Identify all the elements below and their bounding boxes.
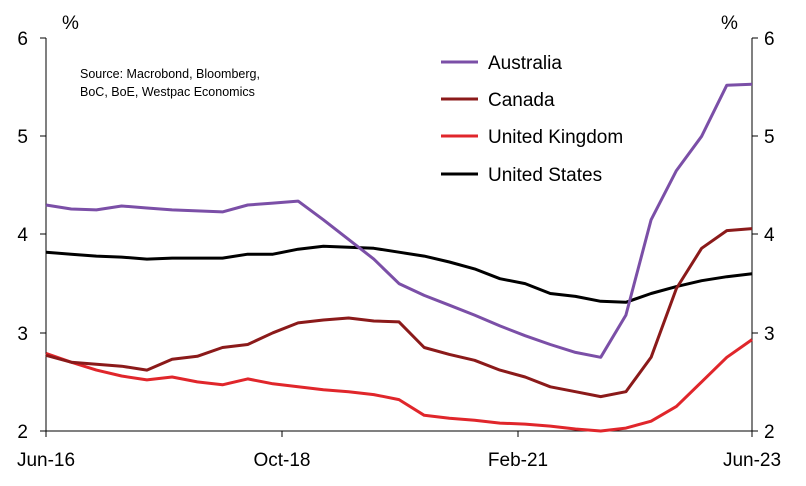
y-right-unit-label: % (721, 13, 738, 34)
y-axis-right-ticks: 2 3 4 5 6 (752, 29, 775, 443)
legend-label-canada: Canada (488, 90, 555, 111)
source-line-2: BoC, BoE, Westpac Economics (80, 85, 255, 99)
series-layer (45, 82, 753, 433)
y-axis-left-ticks: 2 3 4 5 6 (17, 29, 46, 443)
x-tick-label-oct-18: Oct-18 (253, 450, 310, 471)
source-line-1: Source: Macrobond, Bloomberg, (80, 67, 260, 81)
x-axis-ticks: Jun-16 Oct-18 Feb-21 Jun-23 (17, 431, 781, 471)
x-tick-label-jun-16: Jun-16 (17, 450, 75, 471)
y-left-unit-label: % (62, 13, 79, 34)
series-line-united-states (45, 244, 753, 304)
legend-label-united-states: United States (488, 165, 602, 186)
y-tick-label-left-4: 4 (17, 225, 28, 246)
x-tick-label-feb-21: Feb-21 (488, 450, 548, 471)
y-tick-label-right-2: 2 (764, 422, 775, 443)
legend-label-united-kingdom: United Kingdom (488, 127, 623, 148)
y-tick-label-left-3: 3 (17, 324, 28, 345)
y-tick-label-right-5: 5 (764, 127, 775, 148)
legend-label-australia: Australia (488, 53, 562, 74)
x-tick-label-jun-23: Jun-23 (723, 450, 781, 471)
series-line-united-kingdom (45, 338, 753, 433)
series-line-australia (45, 82, 753, 359)
y-tick-label-left-2: 2 (17, 422, 28, 443)
series-line-canada (45, 227, 753, 399)
y-tick-label-left-6: 6 (17, 29, 28, 50)
y-tick-label-right-3: 3 (764, 324, 775, 345)
legend: Australia Canada United Kingdom United S… (441, 53, 623, 186)
y-tick-label-left-5: 5 (17, 127, 28, 148)
y-tick-label-right-4: 4 (764, 225, 775, 246)
y-tick-label-right-6: 6 (764, 29, 775, 50)
